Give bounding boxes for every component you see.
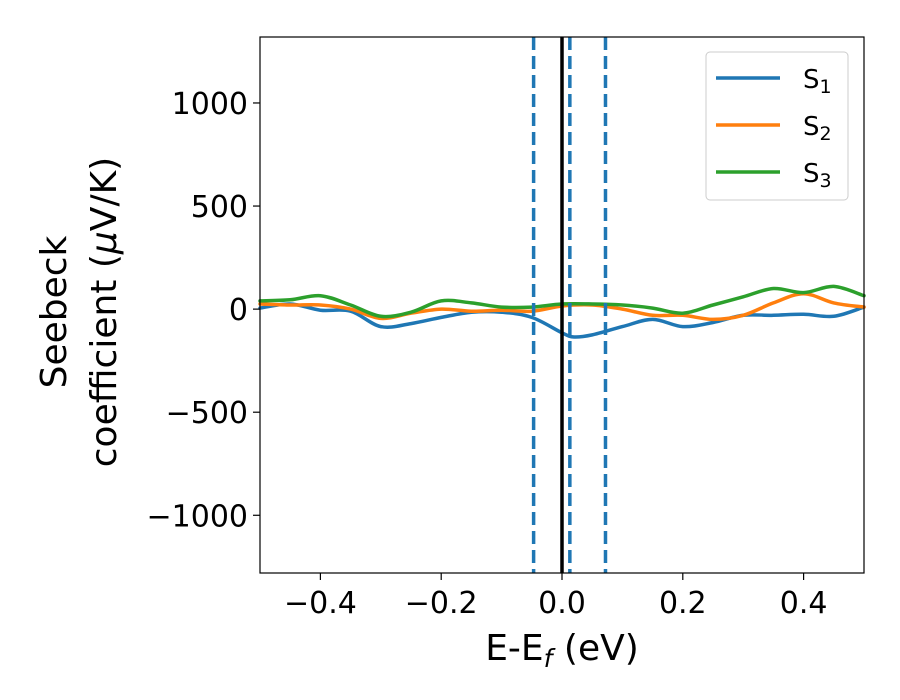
y-tick-label: −500 bbox=[166, 396, 248, 431]
series-line-s1 bbox=[258, 302, 866, 339]
x-ticks: −0.4 −0.2 0.0 0.2 0.4 bbox=[284, 573, 827, 621]
x-tick-label: 0.2 bbox=[659, 586, 707, 621]
y-tick-label: 0 bbox=[229, 293, 248, 328]
y-axis-title-line2: coefficient (μV/K) bbox=[84, 157, 125, 467]
legend: S1 S2 S3 bbox=[705, 51, 849, 201]
vline-layer bbox=[531, 37, 608, 573]
x-tick-label: −0.2 bbox=[405, 586, 478, 621]
y-tick-label: 1000 bbox=[172, 87, 248, 122]
y-axis-title: Seebeck coefficient (μV/K) bbox=[34, 157, 125, 467]
x-tick-label: −0.4 bbox=[284, 586, 357, 621]
legend-label-s3: S3 bbox=[803, 159, 832, 192]
y-tick-label: 500 bbox=[191, 190, 248, 225]
legend-items: S1 S2 S3 bbox=[716, 65, 832, 192]
x-axis-title: E-Ef (eV) bbox=[485, 628, 639, 673]
y-ticks: −1000 −500 0 500 1000 bbox=[147, 87, 260, 534]
x-tick-label: 0.4 bbox=[780, 586, 828, 621]
y-axis-title-line1: Seebeck bbox=[34, 235, 75, 388]
x-tick-label: 0.0 bbox=[538, 586, 586, 621]
y-tick-label: −1000 bbox=[147, 499, 248, 534]
legend-label-s1: S1 bbox=[803, 65, 832, 98]
legend-label-s2: S2 bbox=[803, 112, 832, 145]
